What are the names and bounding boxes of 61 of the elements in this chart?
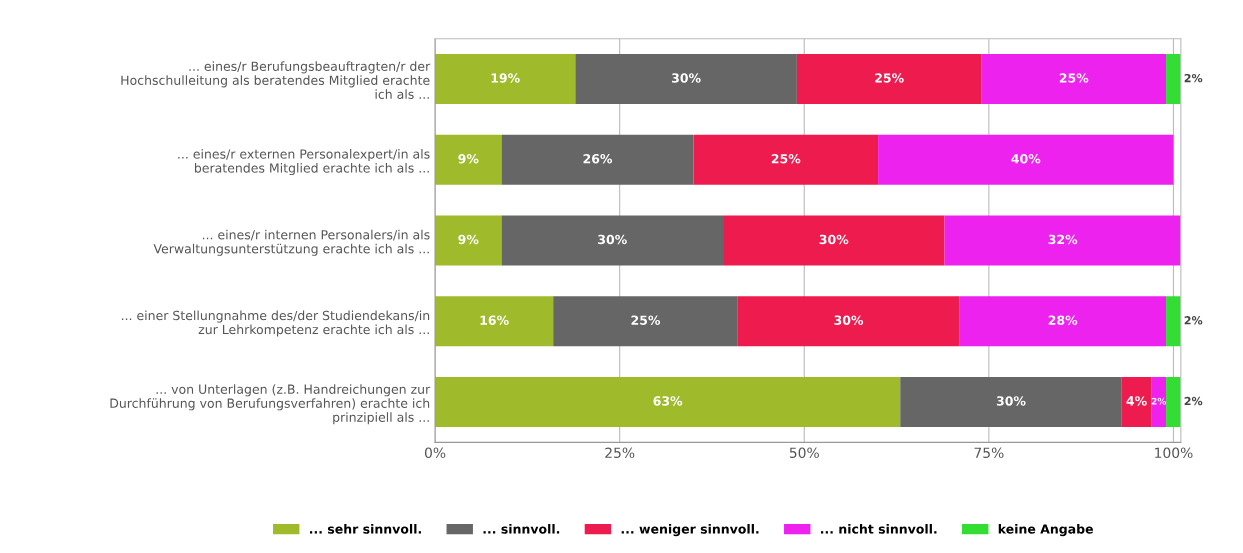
x-tick-label: 75%	[974, 447, 1004, 459]
x-tick-label: 100%	[1155, 447, 1193, 459]
x-tick-label: 0%	[424, 447, 446, 459]
legend-label: ... weniger sinnvoll.	[621, 524, 759, 537]
y-tick-label: ... eines/r Berufungsbeauftragten/r der Hochschulleitung als beratendes Mitglied erachte ich als ...	[121, 61, 431, 99]
x-tick-label: 50%	[789, 447, 819, 459]
data-label: 9%	[458, 153, 479, 164]
legend-label: keine Angabe	[998, 524, 1093, 537]
data-label: 26%	[583, 153, 613, 164]
data-label: 30%	[996, 396, 1026, 406]
bar	[959, 296, 1167, 347]
bar	[944, 215, 1181, 266]
legend-label: ... sinnvoll.	[483, 524, 560, 534]
bar	[435, 54, 576, 105]
bar	[1121, 377, 1152, 428]
data-label: 30%	[598, 234, 627, 245]
bar	[900, 377, 1122, 428]
data-label: 2%	[1151, 397, 1167, 405]
bar	[1166, 296, 1181, 347]
data-label: 2%	[1184, 316, 1203, 325]
bar	[575, 54, 797, 105]
bar	[737, 296, 960, 347]
data-label: 25%	[1059, 73, 1089, 83]
data-label: 2%	[1184, 73, 1203, 83]
data-label: 30%	[834, 315, 864, 325]
bar	[501, 134, 694, 185]
bar	[723, 215, 945, 266]
bar	[435, 296, 554, 347]
bar	[878, 134, 1174, 185]
data-label: 4%	[1126, 396, 1147, 406]
data-label: 30%	[819, 234, 849, 245]
data-label: 63%	[653, 396, 683, 406]
bar	[1151, 377, 1167, 428]
bar	[501, 215, 724, 266]
bar	[796, 54, 982, 105]
data-label: 30%	[671, 73, 701, 83]
bar	[435, 215, 502, 266]
bar	[981, 54, 1167, 105]
data-label: 25%	[631, 315, 661, 325]
data-label: 2%	[1184, 396, 1203, 406]
y-tick-label: ... von Unterlagen (z.B. Handreichungen zur Durchführung von Berufungsverfahren) erachte ich prinzipiell als ...	[110, 384, 431, 425]
bar	[435, 377, 901, 428]
data-label: 25%	[875, 73, 904, 83]
bar	[693, 134, 879, 185]
data-label: 19%	[491, 73, 520, 83]
bar	[435, 134, 502, 185]
data-label: 28%	[1048, 315, 1078, 325]
y-tick-label: ... einer Stellungnahme des/der Studiendekans/in zur Lehrkompetenz erachte ich als ...	[121, 310, 430, 337]
data-label: 16%	[480, 315, 509, 325]
bar	[553, 296, 738, 347]
y-tick-label: ... eines/r externen Personalexpert/in als beratendes Mitglied erachte ich als ...	[178, 149, 430, 176]
x-tick-label: 25%	[605, 447, 635, 459]
bar	[1166, 54, 1181, 105]
y-tick-label: ... eines/r internen Personalers/in als Verwaltungsunterstützung erachte ich als ...	[153, 229, 430, 256]
bar	[1166, 377, 1181, 428]
data-label: 32%	[1048, 234, 1078, 245]
legend-label: ... sehr sinnvoll.	[310, 524, 421, 534]
data-label: 9%	[458, 234, 479, 245]
data-label: 40%	[1011, 153, 1041, 164]
legend-label: ... nicht sinnvoll.	[821, 524, 937, 534]
data-label: 25%	[771, 153, 801, 164]
